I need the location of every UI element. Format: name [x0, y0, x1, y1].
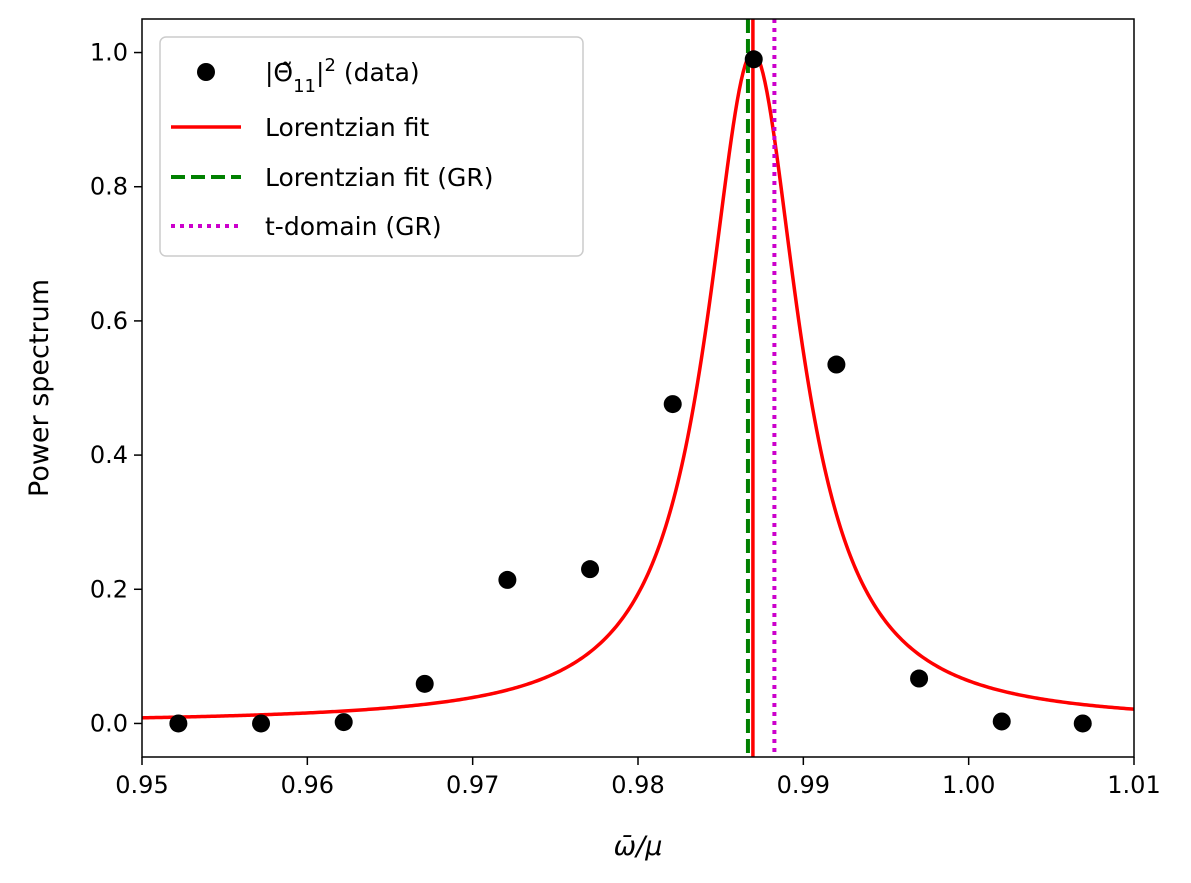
- legend-marker-data: [197, 63, 215, 81]
- data-point: [663, 395, 682, 414]
- legend-label-data: |Θ̃11|2 (data): [265, 55, 420, 97]
- x-tick-label: 0.95: [115, 771, 168, 799]
- data-point: [169, 714, 188, 733]
- legend-label-part: (data): [336, 58, 420, 87]
- data-point: [415, 674, 434, 693]
- plot-area: [142, 19, 1134, 757]
- legend: |Θ̃11|2 (data) Lorentzian fit Lorentzian f…: [159, 36, 584, 257]
- y-tick-label: 0.2: [90, 575, 128, 603]
- data-point: [992, 712, 1011, 731]
- legend-box: [159, 36, 584, 257]
- data-point: [498, 570, 517, 589]
- data-point: [827, 355, 846, 374]
- legend-label-part: 2: [324, 55, 335, 76]
- x-tick-label: 1.01: [1107, 771, 1160, 799]
- x-tick-label: 0.98: [611, 771, 664, 799]
- data-point: [1073, 714, 1092, 733]
- data-point: [581, 560, 600, 579]
- x-tick-label: 1.00: [942, 771, 995, 799]
- legend-label: t-domain (GR): [265, 212, 442, 241]
- data-point: [744, 50, 763, 69]
- legend-label: Lorentzian fit: [265, 113, 429, 142]
- x-tick-label: 0.99: [777, 771, 830, 799]
- y-tick-label: 0.6: [90, 307, 128, 335]
- data-point: [910, 669, 929, 688]
- y-axis-label: Power spectrum: [24, 279, 55, 497]
- lorentzian-fit-curve: [142, 50, 1134, 720]
- plot-frame: [141, 18, 1135, 758]
- x-axis-label: ω̄/μ: [614, 831, 663, 862]
- y-axis-ticks: 0.0 0.2 0.4 0.6 0.8 1.0: [90, 39, 142, 737]
- x-tick-label: 0.96: [281, 771, 334, 799]
- legend-label-part: 11: [293, 76, 316, 97]
- legend-label-part: |: [316, 58, 324, 87]
- y-tick-label: 0.8: [90, 173, 128, 201]
- y-tick-label: 0.4: [90, 441, 128, 469]
- legend-label: Lorentzian fit (GR): [265, 163, 493, 192]
- legend-label-part: |Θ̃: [265, 58, 293, 87]
- x-tick-label: 0.97: [446, 771, 499, 799]
- x-axis-ticks: 0.95 0.96 0.97 0.98 0.99 1.00 1.01: [115, 757, 1161, 799]
- y-tick-label: 1.0: [90, 39, 128, 67]
- y-tick-label: 0.0: [90, 709, 128, 737]
- data-point: [252, 714, 271, 733]
- data-point: [334, 713, 353, 732]
